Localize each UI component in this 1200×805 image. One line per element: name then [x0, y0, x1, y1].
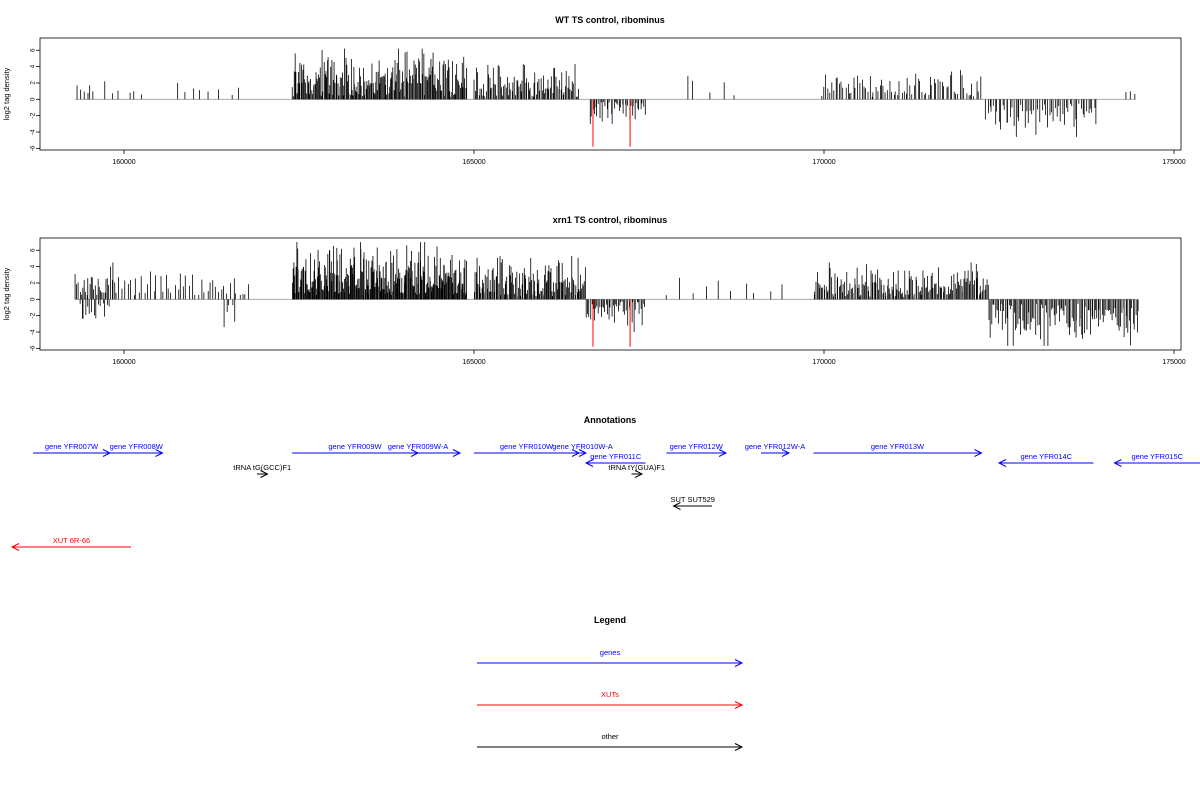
xrn1-x-tick-label: 175000 [1162, 359, 1185, 366]
wt-track-title: WT TS control, ribominus [555, 15, 665, 25]
xrn1-x-tick-label: 165000 [462, 359, 485, 366]
feature-label-other: tRNA tG(GCC)F1 [233, 463, 291, 472]
feature-label-gene: gene YFR012W-A [745, 442, 806, 451]
xrn1-x-tick-label: 170000 [812, 359, 835, 366]
xrn1-y-tick-label: 2 [30, 281, 37, 285]
wt-track-panel: WT TS control, ribominus log2 tag densit… [2, 15, 1186, 166]
wt-x-tick-label: 170000 [812, 159, 835, 166]
feature-label-gene: gene YFR010W [500, 442, 554, 451]
legend-arrow-other [477, 744, 742, 751]
legend-arrow-xut [477, 702, 742, 709]
xrn1-y-tick-label: -4 [30, 329, 37, 335]
wt-y-tick-label: -4 [30, 129, 37, 135]
wt-y-tick-label: -6 [30, 145, 37, 151]
feature-label-gene: gene YFR010W-A [552, 442, 613, 451]
xrn1-x-tick-label: 160000 [112, 359, 135, 366]
feature-label-gene: gene YFR009W [328, 442, 382, 451]
wt-x-tick-label: 160000 [112, 159, 135, 166]
xrn1-bars [75, 242, 1138, 346]
legend-title: Legend [594, 615, 626, 625]
wt-y-tick-label: 2 [30, 81, 37, 85]
wt-bars [75, 49, 1136, 137]
legend-arrow-gene [477, 660, 742, 667]
xrn1-track-panel: xrn1 TS control, ribominus log2 tag dens… [2, 215, 1186, 366]
feature-label-gene: gene YFR012W [670, 442, 724, 451]
legend-label-xut: XUTs [601, 690, 619, 699]
xrn1-y-tick-label: -2 [30, 312, 37, 318]
wt-plot-frame [40, 38, 1181, 150]
xrn1-y-tick-label: 6 [30, 248, 37, 252]
annotation-features: gene YFR007W gene YFR008W gene YFR009W gene… [12, 442, 1200, 551]
wt-y-tick-label: 4 [30, 64, 37, 68]
wt-x-tick-label: 175000 [1162, 159, 1185, 166]
feature-label-gene: gene YFR014C [1020, 452, 1072, 461]
legend-items: genes XUTs other [477, 648, 742, 751]
legend: Legend genes XUTs other [477, 615, 742, 751]
legend-label-gene: genes [600, 648, 621, 657]
feature-label-gene: gene YFR009W-A [388, 442, 449, 451]
feature-label-gene: gene YFR013W [871, 442, 925, 451]
xrn1-y-tick-label: -6 [30, 345, 37, 351]
xrn1-y-tick-label: 4 [30, 264, 37, 268]
xrn1-track-title: xrn1 TS control, ribominus [553, 215, 668, 225]
feature-label-gene: gene YFR015C [1131, 452, 1183, 461]
wt-y-tick-label: -2 [30, 112, 37, 118]
wt-y-tick-label: 6 [30, 48, 37, 52]
feature-label-other: tRNA tY(GUA)F1 [608, 463, 665, 472]
xrn1-y-tick-label: 0 [30, 297, 37, 301]
feature-label-gene: gene YFR011C [590, 452, 642, 461]
feature-label-gene: gene YFR007W [45, 442, 99, 451]
feature-label-xut: XUT 6R-66 [53, 536, 90, 545]
wt-y-axis-label: log2 tag density [2, 67, 11, 120]
feature-label-gene: gene YFR008W [110, 442, 164, 451]
xrn1-plot-frame [40, 238, 1181, 350]
feature-label-other: SUT SUT529 [671, 495, 715, 504]
wt-y-tick-label: 0 [30, 97, 37, 101]
annotations-title: Annotations [584, 415, 637, 425]
wt-x-tick-label: 165000 [462, 159, 485, 166]
legend-label-other: other [601, 732, 619, 741]
xrn1-y-axis-label: log2 tag density [2, 267, 11, 320]
